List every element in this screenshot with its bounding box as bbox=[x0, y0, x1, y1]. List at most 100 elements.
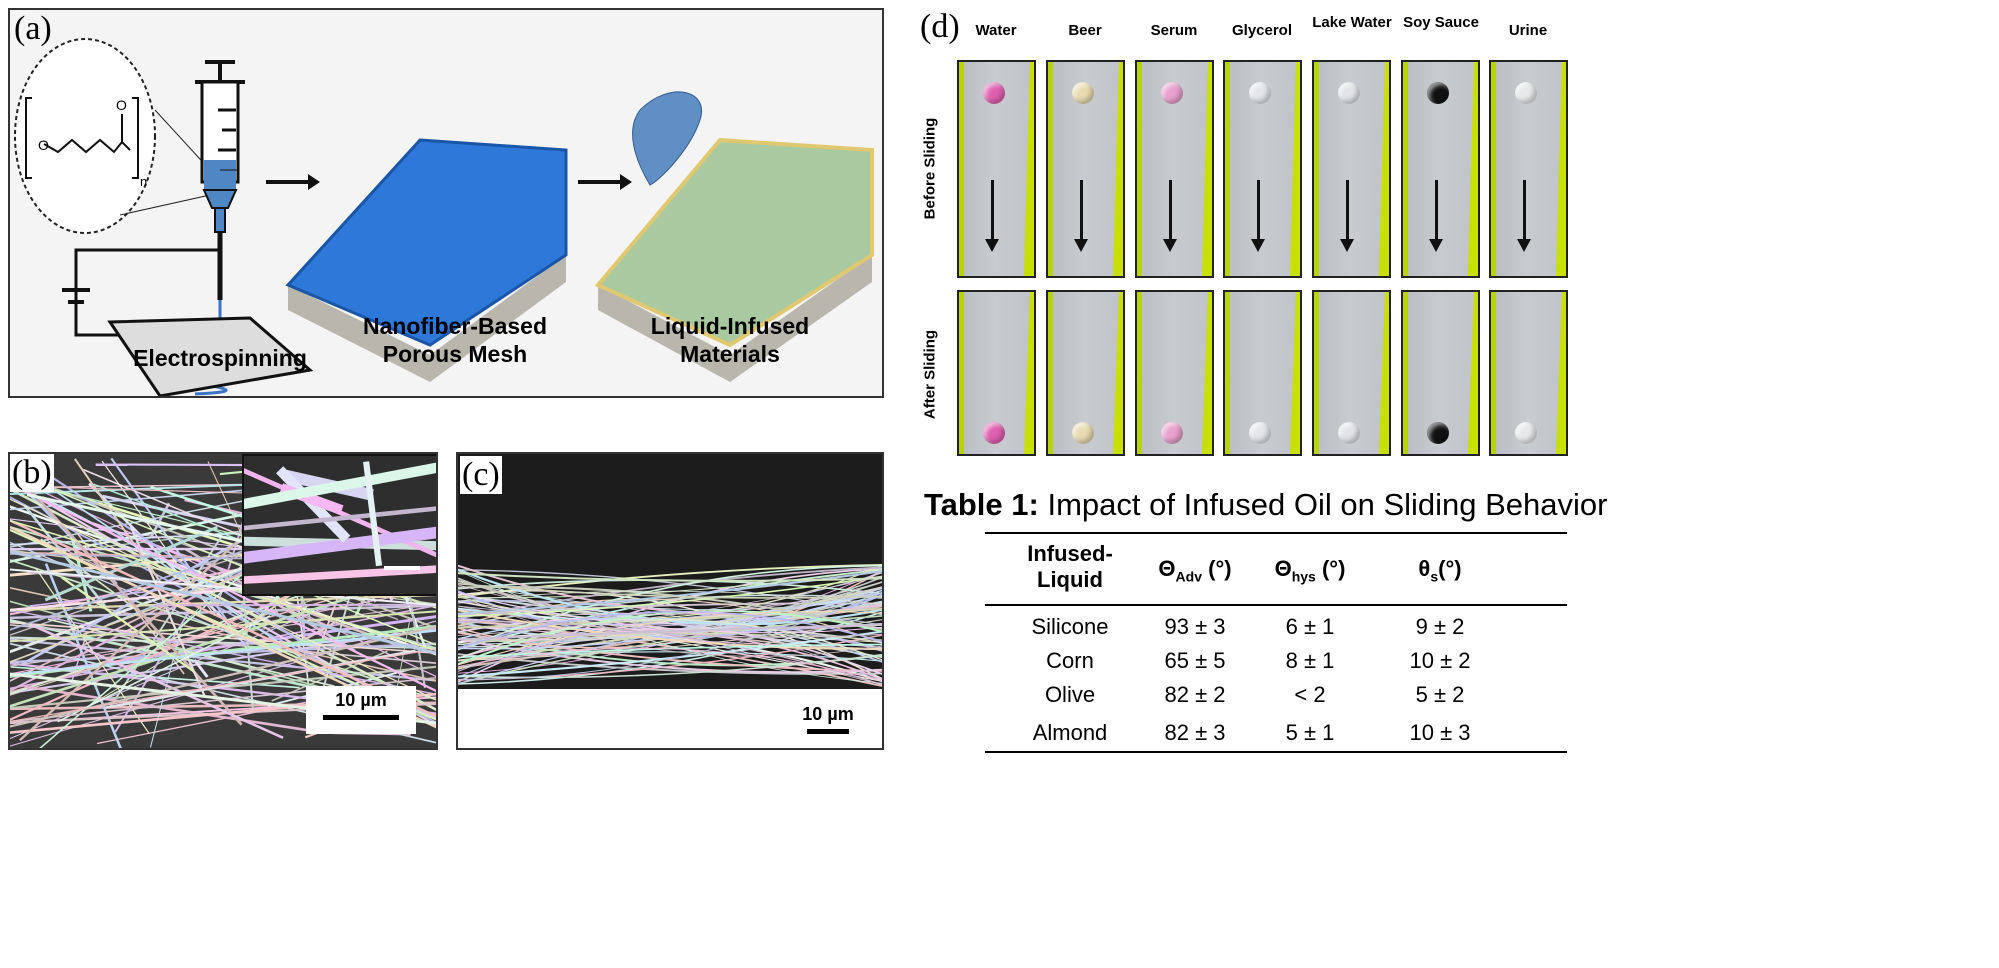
fiber bbox=[458, 631, 882, 672]
collector-plate bbox=[107, 316, 314, 398]
fiber bbox=[458, 619, 882, 661]
fiber bbox=[149, 627, 182, 748]
pcl-structure bbox=[25, 97, 139, 179]
fiber bbox=[10, 610, 436, 643]
strip-before-sliding bbox=[1046, 60, 1125, 278]
mesh-base bbox=[288, 255, 566, 382]
fiber bbox=[10, 519, 436, 651]
liquid-droplet bbox=[1161, 82, 1183, 104]
table-cell: 10 ± 3 bbox=[1409, 720, 1471, 745]
table-cell: Corn bbox=[1046, 648, 1094, 673]
fiber bbox=[101, 460, 216, 617]
fiber bbox=[458, 590, 882, 605]
table-title: Table 1: Impact of Infused Oil on Slidin… bbox=[924, 487, 1608, 522]
fiber bbox=[193, 659, 209, 678]
fiber bbox=[84, 657, 169, 709]
strip-before-sliding bbox=[1489, 60, 1568, 278]
sem-inset bbox=[242, 454, 436, 596]
liquid-droplet bbox=[1249, 82, 1271, 104]
table-cell: 5 ± 2 bbox=[1415, 682, 1465, 707]
fiber bbox=[458, 610, 882, 666]
oxygen-atom: O bbox=[38, 137, 49, 153]
fiber bbox=[458, 609, 882, 650]
infused-base bbox=[598, 255, 872, 382]
liquid-droplet bbox=[983, 82, 1005, 104]
panel-d-label: (d) bbox=[918, 8, 962, 46]
fiber bbox=[458, 647, 882, 682]
fiber bbox=[458, 582, 882, 599]
fiber bbox=[10, 550, 436, 655]
fiber bbox=[19, 507, 275, 742]
electrospinning-schematic: O O n bbox=[14, 38, 874, 398]
liquid-droplet bbox=[1338, 422, 1360, 444]
arrow-down-icon bbox=[1074, 180, 1088, 252]
fiber bbox=[10, 648, 436, 723]
strip-before-sliding bbox=[1401, 60, 1480, 278]
fiber bbox=[10, 498, 436, 701]
fiber bbox=[61, 576, 195, 673]
liquid-droplet bbox=[1427, 82, 1449, 104]
fiber bbox=[244, 526, 436, 564]
table-header: Θhys (°) bbox=[1274, 556, 1346, 585]
liquid-droplet bbox=[1515, 422, 1537, 444]
strip-after-sliding bbox=[1489, 290, 1568, 456]
oxygen-atom-carbonyl: O bbox=[116, 97, 127, 113]
fiber bbox=[458, 570, 882, 684]
table-cell: 82 ± 2 bbox=[1164, 682, 1226, 707]
liquid-label: Glycerol bbox=[1231, 22, 1293, 39]
fiber bbox=[458, 605, 882, 638]
strip-after-sliding bbox=[1046, 290, 1125, 456]
table-cell: Olive bbox=[1044, 682, 1096, 707]
fiber bbox=[458, 592, 882, 680]
liquid-label: Lake Water bbox=[1312, 14, 1392, 31]
header-infused-liquid: Infused- Liquid bbox=[1027, 541, 1113, 592]
fiber bbox=[363, 461, 383, 567]
fiber bbox=[15, 551, 193, 558]
table-cell: 10 ± 2 bbox=[1409, 648, 1471, 673]
battery-icon bbox=[62, 288, 90, 304]
fiber bbox=[458, 575, 882, 618]
fiber bbox=[244, 462, 436, 510]
fiber bbox=[24, 685, 324, 734]
row-label-after: After Sliding bbox=[921, 329, 939, 420]
polymer-zoom-circle bbox=[14, 38, 156, 234]
liquid-droplet bbox=[1427, 422, 1449, 444]
strip-after-sliding bbox=[957, 290, 1036, 456]
fiber bbox=[31, 623, 284, 739]
strip-after-sliding bbox=[1401, 290, 1480, 456]
table-header-rule bbox=[985, 604, 1567, 606]
fiber bbox=[18, 476, 243, 726]
fiber bbox=[458, 570, 882, 674]
fiber bbox=[458, 581, 882, 615]
fiber bbox=[44, 525, 218, 602]
fiber bbox=[458, 575, 882, 636]
liquid-droplet bbox=[1072, 82, 1094, 104]
fiber bbox=[458, 601, 882, 686]
table-cell: 65 ± 5 bbox=[1164, 648, 1226, 673]
table-cell: 6 ± 1 bbox=[1285, 614, 1335, 639]
liquid-label: Soy Sauce bbox=[1403, 14, 1479, 31]
step-liquid-infused: Liquid-Infused Materials bbox=[650, 313, 810, 367]
step-electrospinning: Electrospinning bbox=[133, 345, 307, 371]
table-cell: Almond bbox=[1032, 720, 1108, 745]
panel-b-label: (b) bbox=[10, 454, 54, 492]
scale-bar-b: 10 µm bbox=[306, 686, 416, 734]
panel-c-label: (c) bbox=[460, 456, 502, 494]
fiber bbox=[244, 506, 436, 531]
liquid-droplet bbox=[1249, 422, 1271, 444]
inset-scale-bar bbox=[384, 566, 420, 570]
table-bottom-rule bbox=[985, 751, 1567, 753]
table-header: θs(°) bbox=[1418, 556, 1462, 585]
arrow-down-icon bbox=[985, 180, 999, 252]
liquid-droplet bbox=[1515, 82, 1537, 104]
row-label-before: Before Sliding bbox=[921, 117, 939, 220]
strip-before-sliding bbox=[1223, 60, 1302, 278]
fiber bbox=[458, 620, 882, 686]
liquid-label: Water bbox=[975, 22, 1017, 39]
fiber bbox=[458, 589, 882, 650]
table-cell: 82 ± 3 bbox=[1164, 720, 1226, 745]
strip-after-sliding bbox=[1135, 290, 1214, 456]
fiber bbox=[10, 568, 436, 607]
fiber bbox=[10, 665, 436, 710]
fiber bbox=[129, 526, 206, 697]
